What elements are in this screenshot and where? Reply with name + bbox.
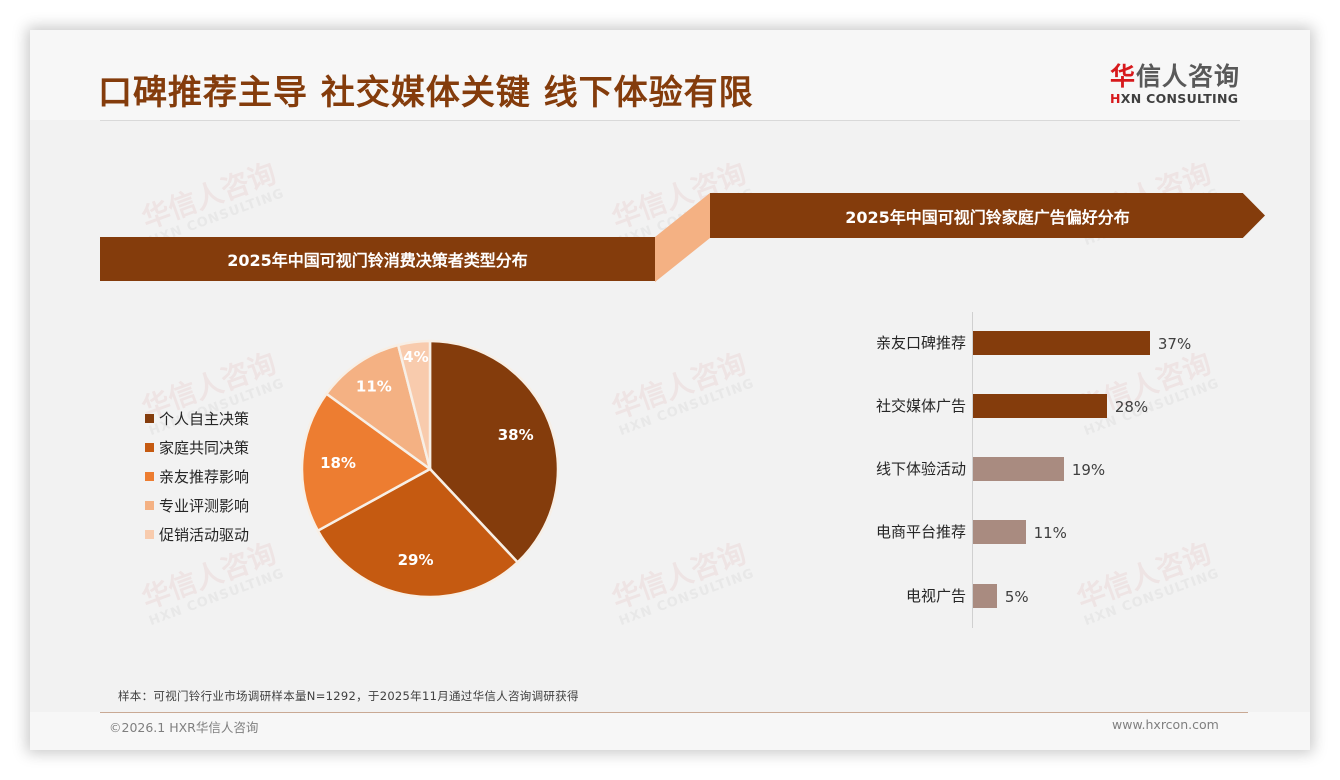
- watermark: 华信人咨询 HXN CONSULTING: [137, 156, 287, 250]
- header-band: [30, 30, 1310, 120]
- bar-value: 5%: [1004, 588, 1029, 606]
- bar-row: 电商平台推荐 11%: [810, 520, 1250, 544]
- legend-swatch: [145, 530, 154, 539]
- pie-slice-label: 38%: [498, 426, 534, 444]
- bar-value: 19%: [1071, 461, 1106, 479]
- logo-english: HXN CONSULTING: [1110, 91, 1239, 106]
- footer-divider: [100, 712, 1248, 713]
- right-chart-banner: 2025年中国可视门铃家庭广告偏好分布: [710, 193, 1265, 238]
- title-divider: [100, 120, 1240, 121]
- slide: 华信人咨询 HXN CONSULTING 华信人咨询 HXN CONSULTIN…: [30, 30, 1310, 750]
- bar-value: 11%: [1033, 524, 1067, 542]
- pie-slice-label: 18%: [320, 454, 356, 472]
- legend-swatch: [145, 472, 154, 481]
- pie-legend: 个人自主决策 家庭共同决策 亲友推荐影响 专业评测影响 促销活动驱动: [145, 404, 249, 549]
- watermark: 华信人咨询 HXN CONSULTING: [137, 536, 287, 630]
- decision-maker-pie-chart: 38% 29% 18% 11% 4%: [300, 339, 560, 599]
- banner-connector: [655, 193, 710, 282]
- copyright: ©2026.1 HXR华信人咨询: [109, 720, 259, 735]
- logo-chinese: 华信人咨询: [1110, 62, 1241, 91]
- bar: [973, 457, 1064, 481]
- bar: [973, 520, 1026, 544]
- bar: [973, 331, 1150, 355]
- page-title: 口碑推荐主导 社交媒体关键 线下体验有限: [98, 73, 754, 113]
- ad-preference-bar-chart: 亲友口碑推荐 37% 社交媒体广告 28% 线下体验活动 19% 电商平台推荐 …: [810, 310, 1250, 650]
- watermark: 华信人咨询 HXN CONSULTING: [607, 536, 757, 630]
- legend-swatch: [145, 443, 154, 452]
- sample-note: 样本：可视门铃行业市场调研样本量N=1292，于2025年11月通过华信人咨询调…: [118, 689, 579, 703]
- pie-slice: [324, 343, 433, 473]
- pie-slice: [396, 339, 432, 470]
- pie-slice-label: 4%: [403, 348, 428, 366]
- bar-value: 28%: [1114, 398, 1149, 416]
- bar: [973, 394, 1107, 418]
- pie-slice-label: 11%: [356, 377, 392, 395]
- company-logo: 华信人咨询 HXN CONSULTING: [1110, 62, 1250, 106]
- legend-item: 促销活动驱动: [145, 520, 249, 549]
- legend-swatch: [145, 501, 154, 510]
- pie-slice: [428, 339, 560, 565]
- bar-row: 社交媒体广告 28%: [810, 394, 1250, 418]
- pie-slice: [300, 392, 433, 533]
- bar-row: 亲友口碑推荐 37%: [810, 331, 1250, 355]
- legend-item: 个人自主决策: [145, 404, 249, 433]
- pie-slice-label: 29%: [398, 551, 434, 569]
- website-link[interactable]: www.hxrcon.com: [1112, 717, 1219, 732]
- bar: [973, 584, 997, 608]
- legend-item: 家庭共同决策: [145, 433, 249, 462]
- bar-row: 电视广告 5%: [810, 584, 1250, 608]
- bar-row: 线下体验活动 19%: [810, 457, 1250, 481]
- left-chart-banner: 2025年中国可视门铃消费决策者类型分布: [100, 237, 655, 281]
- pie-slice: [316, 467, 520, 599]
- legend-swatch: [145, 414, 154, 423]
- bar-axis: [972, 312, 973, 628]
- bar-value: 37%: [1157, 335, 1192, 353]
- legend-item: 亲友推荐影响: [145, 462, 249, 491]
- footer-band: [30, 712, 1310, 750]
- legend-item: 专业评测影响: [145, 491, 249, 520]
- watermark: 华信人咨询 HXN CONSULTING: [607, 346, 757, 440]
